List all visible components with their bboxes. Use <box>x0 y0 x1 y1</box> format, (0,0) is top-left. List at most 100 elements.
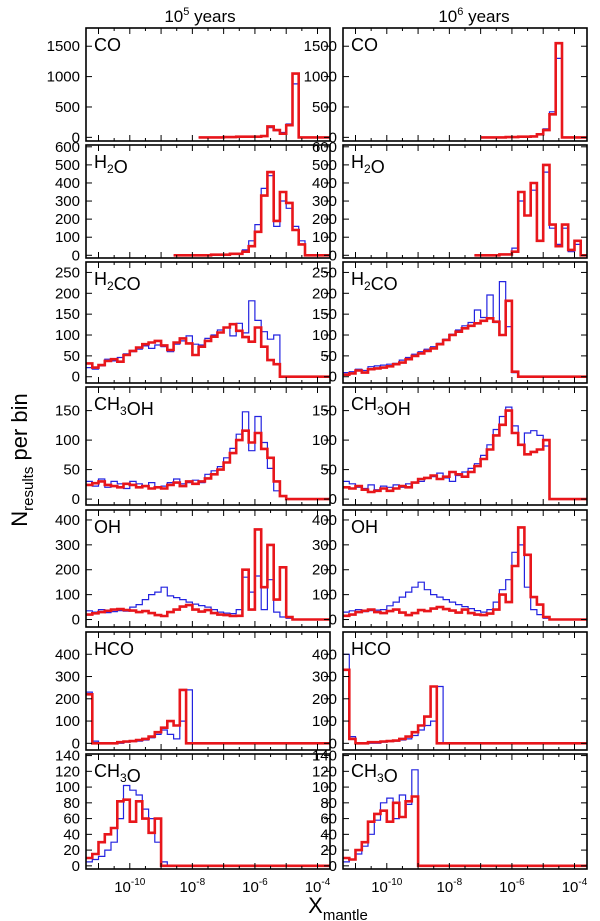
red-series <box>343 299 587 378</box>
y-tick-label: 50 <box>320 462 337 479</box>
y-tick-label: 20 <box>63 842 80 859</box>
y-tick-label: 400 <box>55 175 80 192</box>
y-tick-label: 300 <box>55 193 80 210</box>
y-tick-label: 0 <box>72 247 80 264</box>
y-tick-label: 50 <box>320 348 337 365</box>
red-series <box>474 163 587 257</box>
y-tick-label: 0 <box>329 858 337 875</box>
x-tick-label-base: 10 <box>562 879 579 896</box>
species-label-text: CH <box>351 761 377 781</box>
y-tick-label: 60 <box>320 811 337 828</box>
y-tick-label: 1000 <box>47 69 80 86</box>
panel-ch3oh-1e5: 0 50 100 150 CH3OH <box>55 386 331 508</box>
y-tick-label: 150 <box>312 403 337 420</box>
y-tick-label: 80 <box>63 795 80 812</box>
y-tick-label: 200 <box>312 562 337 579</box>
x-tick-label-exponent: -10 <box>388 877 403 888</box>
x-tick-label-base: 10 <box>180 879 197 896</box>
y-tick-label: 0 <box>329 247 337 264</box>
species-label: CO <box>94 35 121 55</box>
y-tick-label: 40 <box>320 826 337 843</box>
y-tick-label: 20 <box>320 842 337 859</box>
x-tick-label-base: 10 <box>437 879 454 896</box>
column-title-1e5-years: 105 years <box>164 6 235 26</box>
y-tick-label: 0 <box>72 129 80 146</box>
y-tick-label: 100 <box>55 779 80 796</box>
species-label: CO <box>351 35 378 55</box>
blue-series <box>86 300 330 378</box>
blue-series <box>86 784 330 867</box>
x-tick-label-base: 10 <box>305 879 322 896</box>
x-tick-label-exponent: -6 <box>259 877 268 888</box>
x-tick-label-exponent: -4 <box>321 877 330 888</box>
y-tick-label: 200 <box>55 285 80 302</box>
y-tick-label: 100 <box>312 432 337 449</box>
x-tick-label-exponent: -6 <box>516 877 525 888</box>
species-label: CH3O <box>94 761 141 786</box>
species-label: CH3OH <box>351 394 411 419</box>
species-label: H2CO <box>351 269 398 294</box>
y-tick-label: 0 <box>72 491 80 508</box>
y-tick-label: 60 <box>63 811 80 828</box>
species-label-text: CO <box>94 35 121 55</box>
species-label-subscript: 2 <box>107 279 114 293</box>
y-tick-label: 600 <box>312 139 337 156</box>
x-tick-label-base: 10 <box>242 879 259 896</box>
species-label: HCO <box>351 639 391 659</box>
y-tick-label: 300 <box>312 669 337 686</box>
y-tick-label: 400 <box>312 646 337 663</box>
species-label: CH3OH <box>94 394 154 419</box>
column-title-1e6-years: 106 years <box>438 6 509 26</box>
species-label-subscript: 2 <box>107 162 114 176</box>
y-tick-label: 50 <box>63 348 80 365</box>
red-series <box>343 409 587 501</box>
y-tick-label: 400 <box>312 175 337 192</box>
y-tick-label: 100 <box>55 229 80 246</box>
y-tick-label: 100 <box>312 587 337 604</box>
y-tick-label: 150 <box>55 306 80 323</box>
y-tick-label: 100 <box>55 713 80 730</box>
y-tick-label: 100 <box>55 327 80 344</box>
x-tick-label-exponent: -4 <box>578 877 587 888</box>
species-label-text: H <box>351 269 364 289</box>
y-tick-label: 100 <box>312 713 337 730</box>
x-tick-label: 10-10 <box>371 877 403 896</box>
species-label: H2CO <box>94 269 141 294</box>
x-tick-label-exponent: -8 <box>453 877 462 888</box>
y-tick-label: 200 <box>312 211 337 228</box>
y-tick-label: 500 <box>312 99 337 116</box>
species-label: OH <box>351 517 378 537</box>
y-tick-label: 1500 <box>47 38 80 55</box>
y-tick-label: 200 <box>55 691 80 708</box>
x-tick-label-exponent: -8 <box>196 877 205 888</box>
red-series <box>86 798 330 868</box>
y-tick-label: 500 <box>55 157 80 174</box>
species-label-text: HCO <box>351 639 391 659</box>
y-tick-label: 140 <box>55 748 80 765</box>
panel-ch3oh-1e6: 0 50 100 150 CH3OH <box>312 386 588 508</box>
species-label-text: O <box>127 766 141 786</box>
panel-hco-1e6: 0 100 200 300 400 HCO <box>312 631 588 752</box>
y-axis-title: Nresults per bin <box>7 393 37 526</box>
red-series <box>86 322 330 378</box>
y-tick-label: 200 <box>55 211 80 228</box>
species-label-text: H <box>94 269 107 289</box>
species-label-text: OH <box>127 399 154 419</box>
y-tick-label: 100 <box>312 779 337 796</box>
y-tick-label: 0 <box>329 491 337 508</box>
species-label-text: O <box>114 157 128 177</box>
y-tick-label: 0 <box>329 612 337 629</box>
x-tick-label-exponent: -10 <box>131 877 146 888</box>
species-label-subscript: 3 <box>377 771 384 785</box>
species-label-subscript: 2 <box>364 279 371 293</box>
y-tick-label: 400 <box>55 646 80 663</box>
species-label-text: CH <box>351 394 377 414</box>
species-label: H2O <box>94 152 128 177</box>
species-label-text: CH <box>94 394 120 414</box>
species-label-text: O <box>371 157 385 177</box>
y-tick-label: 100 <box>312 229 337 246</box>
y-tick-label: 400 <box>55 512 80 529</box>
